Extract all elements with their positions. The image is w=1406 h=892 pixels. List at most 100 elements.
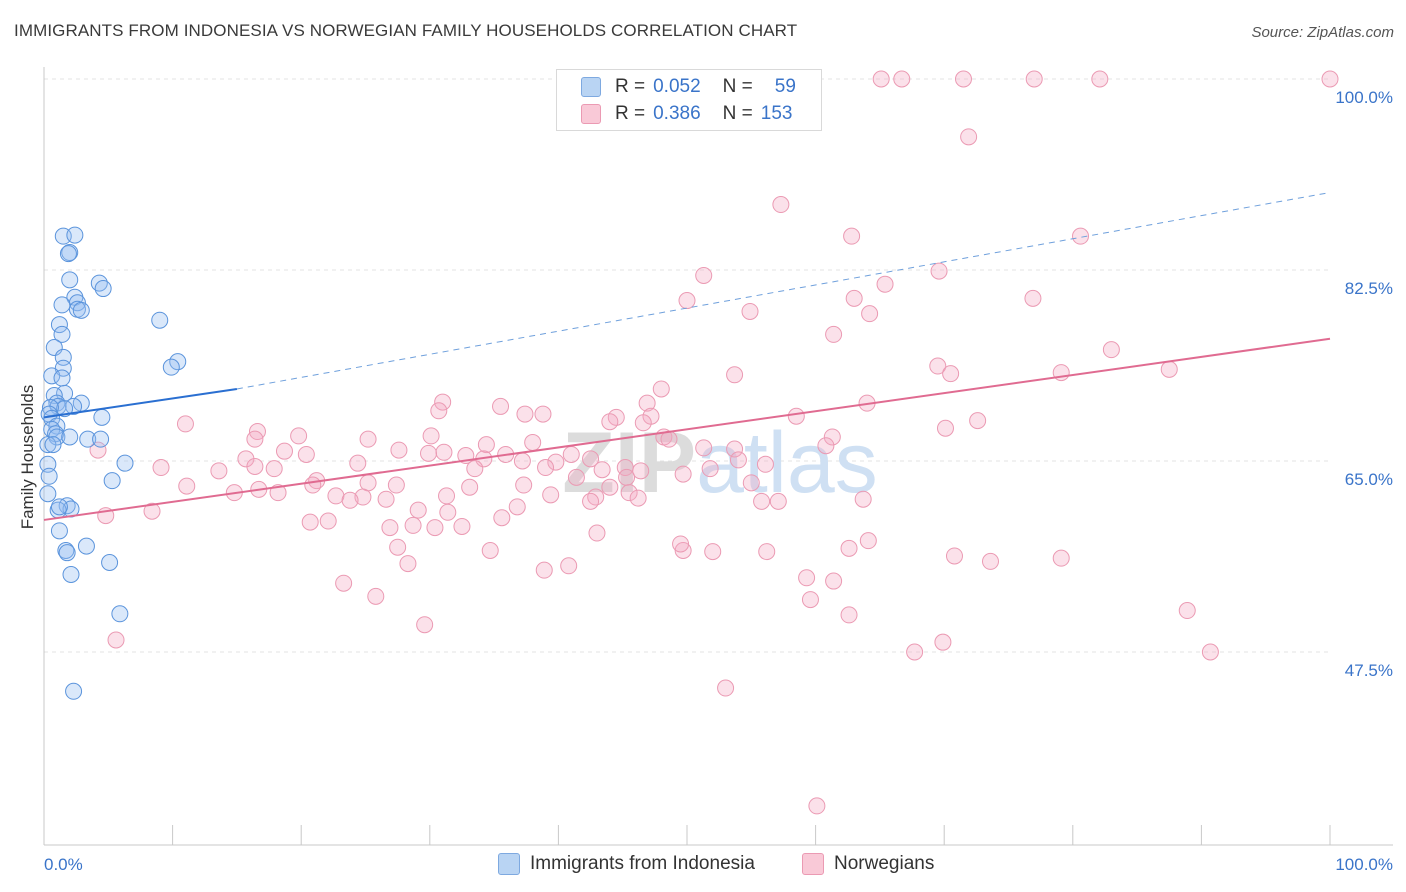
norwegian-point (404, 516, 422, 534)
norwegian-point (1025, 70, 1043, 88)
norwegian-point (854, 490, 872, 508)
x-tick-label: 0.0% (44, 855, 83, 874)
norwegian-point (1052, 549, 1070, 567)
norwegian-point (929, 357, 947, 375)
n-value-norwegians: 153 (760, 103, 793, 124)
norwegian-point (176, 415, 194, 433)
norwegians-legend-swatch (802, 853, 824, 875)
norwegian-point (524, 433, 542, 451)
indonesia-point (111, 605, 129, 623)
norwegian-point (942, 365, 960, 383)
norwegian-point (969, 412, 987, 430)
norwegian-point (453, 517, 471, 535)
norwegian-point (359, 430, 377, 448)
norwegian-point (1178, 602, 1196, 620)
r-label: R = (615, 103, 646, 124)
indonesia-point (92, 430, 110, 448)
norwegian-point (701, 460, 719, 478)
norwegian-point (1160, 360, 1178, 378)
norwegian-point (567, 468, 585, 486)
norwegian-point (825, 572, 843, 590)
norwegian-point (843, 227, 861, 245)
norwegian-point (817, 437, 835, 455)
indonesia-point (53, 296, 71, 314)
r-label: R = (615, 76, 646, 97)
norwegian-point (945, 547, 963, 565)
norwegian-point (629, 489, 647, 507)
norwegian-point (210, 462, 228, 480)
indonesia-point (50, 316, 68, 334)
norwegian-point (632, 462, 650, 480)
indonesia-point (116, 454, 134, 472)
norwegian-point (265, 460, 283, 478)
indonesia-point (53, 325, 71, 343)
norwegian-point (143, 502, 161, 520)
indonesia-point (43, 367, 61, 385)
norwegian-point (269, 484, 287, 502)
norwegian-point (508, 498, 526, 516)
n-label: N = (722, 76, 753, 97)
norwegian-point (787, 407, 805, 425)
norwegian-point (634, 414, 652, 432)
indonesia-legend-label: Immigrants from Indonesia (530, 853, 755, 874)
indonesia-point (77, 537, 95, 555)
norwegian-point (808, 797, 826, 815)
r-value-norwegians: 0.386 (653, 103, 701, 124)
n-label: N = (722, 103, 753, 124)
indonesia-point (39, 436, 57, 454)
norwegian-point (582, 492, 600, 510)
correlation-legend: R = 0.052 N = 59 R = 0.386 N = 153 (556, 69, 822, 131)
norwegian-point (588, 524, 606, 542)
norwegian-point (893, 70, 911, 88)
indonesia-point (56, 400, 74, 418)
norwegian-point (726, 366, 744, 384)
norwegian-point (741, 302, 759, 320)
y-tick-label: 82.5% (1345, 279, 1393, 298)
norwegian-point (562, 445, 580, 463)
norwegian-point (906, 643, 924, 661)
norwegian-point (981, 552, 999, 570)
norwegian-point (354, 488, 372, 506)
indonesia-point (50, 498, 68, 516)
norwegian-point (420, 444, 438, 462)
norwegian-point (438, 487, 456, 505)
norwegian-point (327, 487, 345, 505)
norwegian-point (753, 492, 771, 510)
norwegian-point (439, 503, 457, 521)
y-tick-label: 65.0% (1345, 470, 1393, 489)
norwegian-point (695, 439, 713, 457)
norwegian-point (840, 539, 858, 557)
norwegian-point (535, 561, 553, 579)
norwegian-point (954, 70, 972, 88)
bottom-legend-indonesia: Immigrants from Indonesia (498, 852, 755, 876)
indonesia-point (61, 244, 79, 262)
norwegian-point (422, 427, 440, 445)
indonesia-point (162, 358, 180, 376)
norwegian-point (930, 262, 948, 280)
norwegian-point (390, 441, 408, 459)
norwegian-point (461, 478, 479, 496)
indonesia-point (61, 271, 79, 289)
chart-title: IMMIGRANTS FROM INDONESIA VS NORWEGIAN F… (14, 21, 798, 40)
norwegian-point (620, 484, 638, 502)
norwegian-point (672, 535, 690, 553)
indonesia-point (151, 311, 169, 329)
norwegian-point (1091, 70, 1109, 88)
norwegian-point (246, 430, 264, 448)
norwegian-point (152, 459, 170, 477)
norwegian-point (335, 574, 353, 592)
norwegian-point (934, 633, 952, 651)
norwegian-point (729, 451, 747, 469)
indonesia-trendline-extension (236, 192, 1331, 390)
norwegian-point (823, 428, 841, 446)
norwegian-point (678, 292, 696, 310)
indonesia-point (61, 428, 79, 446)
norwegian-point (297, 445, 315, 463)
legend-row-norwegians: R = 0.386 N = 153 (581, 103, 792, 125)
indonesia-point (50, 522, 68, 540)
source-label: Source: ZipAtlas.com (1251, 24, 1394, 41)
norwegian-point (1102, 341, 1120, 359)
indonesia-point (103, 472, 121, 490)
norwegian-point (704, 543, 722, 561)
indonesia-point (58, 544, 76, 562)
